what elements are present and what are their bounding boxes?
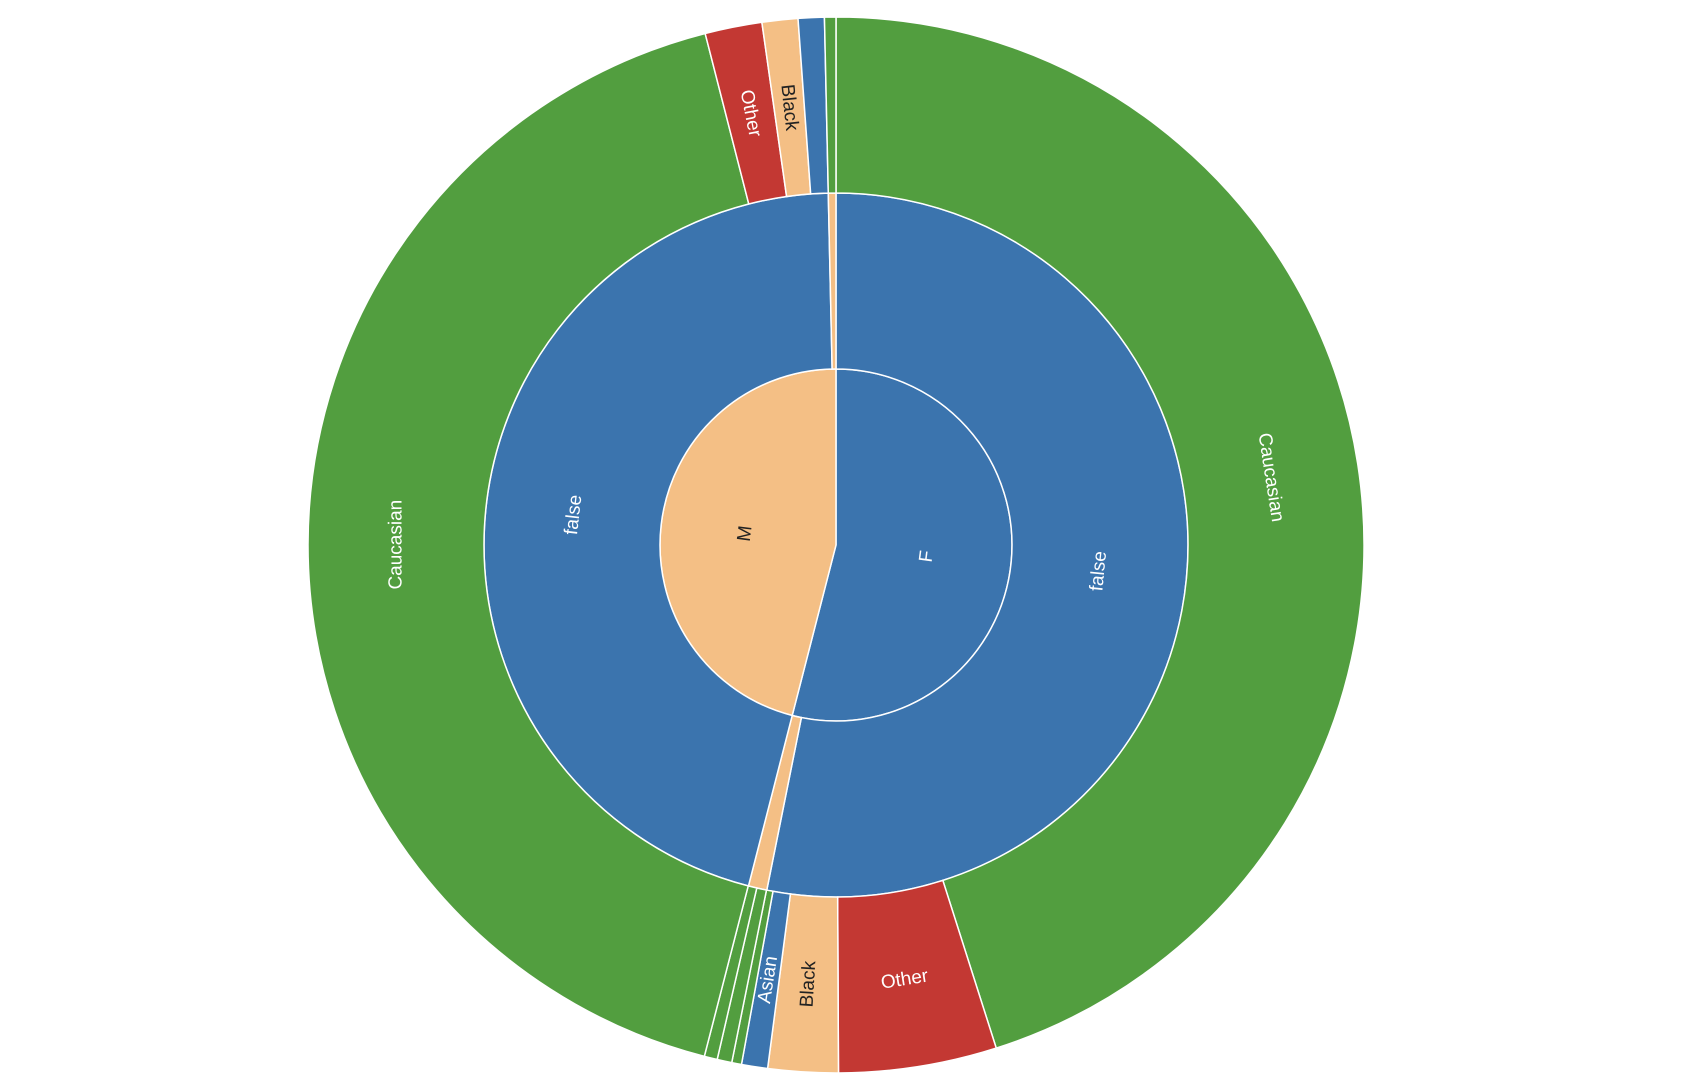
ring3-caucasian-label-7: Caucasian — [385, 500, 406, 590]
ring3-caucasian-slice-7 — [307, 32, 750, 1058]
ring1-m-label-1: M — [734, 524, 757, 542]
ring3-black-label-9: Black — [776, 83, 802, 132]
ring2-false-label-2: false — [561, 494, 586, 536]
ring3-unlabeled-slice-11 — [823, 16, 837, 194]
ring2-false-label-0: false — [1086, 550, 1111, 592]
ring3-black-label-2: Black — [797, 960, 821, 1008]
ring3-caucasian-slice-0 — [835, 16, 1365, 1050]
ring1-f-label-0: F — [916, 549, 938, 563]
